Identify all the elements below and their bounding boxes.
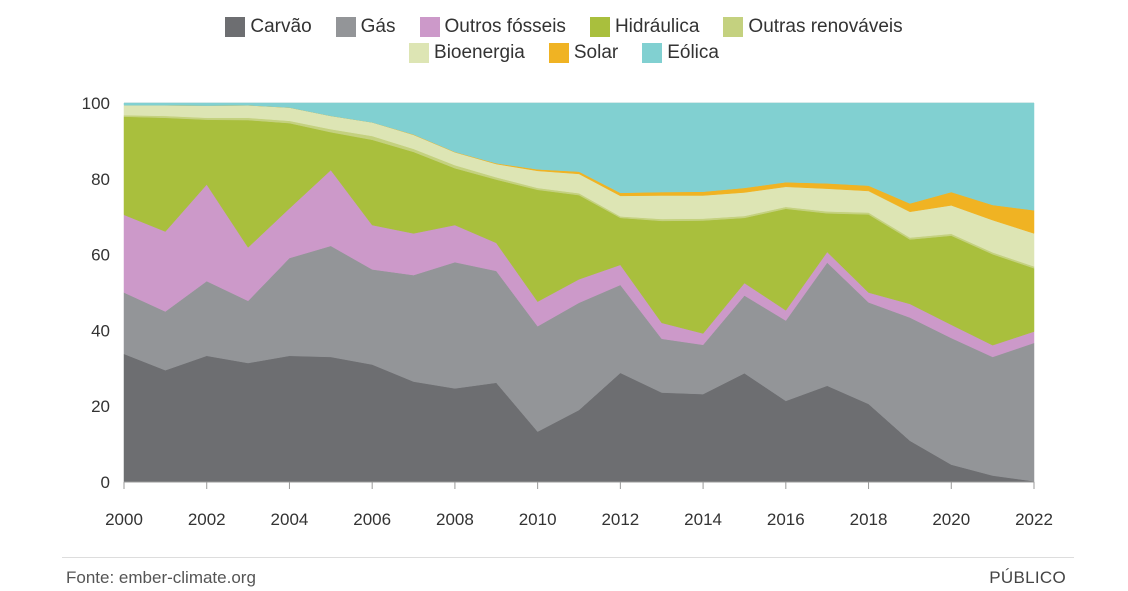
legend-row: Carvão Gás Outros fósseis Hidráulica Outras … [0,14,1128,40]
source-note: Fonte: ember-climate.org [66,568,256,587]
x-tick-label: 2004 [271,510,309,529]
legend-label: Gás [360,16,396,37]
legend-label: Bioenergia [434,42,525,63]
legend-swatch [642,43,663,63]
x-tick-label: 2022 [1015,510,1053,529]
y-tick-label: 60 [91,246,110,265]
legend-row: Bioenergia Solar Eólica [0,40,1128,66]
legend-item: Eólica [642,42,719,64]
legend-swatch [409,43,430,63]
x-tick-label: 2014 [684,510,722,529]
legend-label: Eólica [667,42,719,63]
x-tick-label: 2020 [932,510,970,529]
chart-legend: Carvão Gás Outros fósseis Hidráulica Outras … [0,14,1128,66]
y-tick-label: 0 [101,473,110,492]
legend-swatch [335,17,356,37]
y-tick-label: 20 [91,397,110,416]
x-tick-label: 2000 [105,510,143,529]
axes: 0 20 40 60 80 100 2000 2002 2004 2006 2008 2010 2012… [82,94,1053,529]
legend-item: Bioenergia [409,42,525,64]
x-tick-label: 2016 [767,510,805,529]
legend-swatch [548,43,569,63]
legend-label: Outros fósseis [444,16,566,37]
legend-item: Carvão [225,16,312,38]
legend-label: Solar [573,42,619,63]
brand-logo-text: PÚBLICO [989,568,1066,587]
legend-item: Gás [335,16,396,38]
x-tick-label: 2006 [353,510,391,529]
legend-item: Solar [548,42,619,64]
legend-label: Outras renováveis [748,16,903,37]
area-series-eólica [123,102,1035,211]
legend-label: Hidráulica [614,16,700,37]
x-tick-label: 2012 [601,510,639,529]
legend-swatch [225,17,246,37]
legend-item: Outros fósseis [419,16,566,38]
legend-item: Outras renováveis [723,16,903,38]
legend-item: Hidráulica [589,16,700,38]
y-tick-label: 100 [82,94,110,113]
y-tick-label: 80 [91,170,110,189]
x-tick-label: 2002 [188,510,226,529]
legend-swatch [723,17,744,37]
y-tick-label: 40 [91,321,110,340]
legend-swatch [419,17,440,37]
footer-divider [62,557,1074,558]
legend-label: Carvão [250,16,312,37]
x-tick-label: 2018 [850,510,888,529]
area-series [123,102,1035,483]
x-tick-label: 2010 [519,510,557,529]
x-tick-label: 2008 [436,510,474,529]
legend-swatch [589,17,610,37]
